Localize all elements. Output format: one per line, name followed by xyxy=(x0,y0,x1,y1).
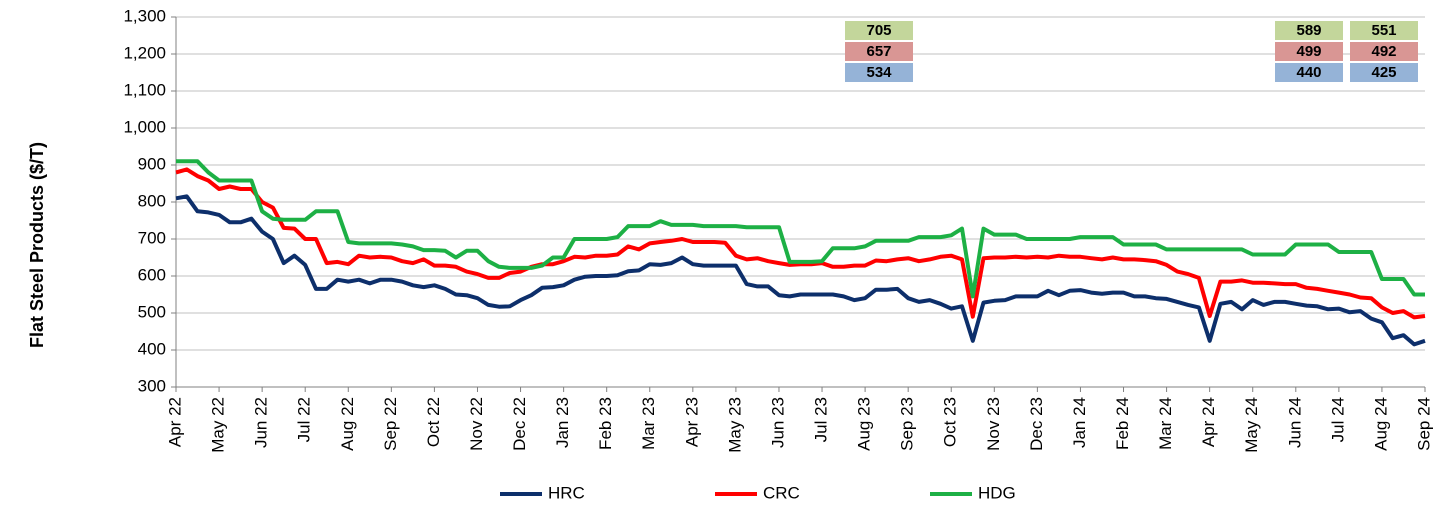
y-tick-label: 900 xyxy=(138,154,166,173)
annotation-label: 492 xyxy=(1371,43,1396,60)
x-tick-label: Nov 23 xyxy=(984,397,1003,451)
annotation-box xyxy=(845,21,913,40)
annotation-box xyxy=(845,63,913,82)
x-tick-label: Jun 23 xyxy=(768,397,787,448)
legend-label: HDG xyxy=(978,483,1016,502)
legend-label: CRC xyxy=(763,483,800,502)
annotation-label: 657 xyxy=(866,43,891,60)
annotation-box xyxy=(845,42,913,61)
x-tick-label: Dec 23 xyxy=(1027,397,1046,451)
x-tick-label: Jan 24 xyxy=(1070,397,1089,448)
annotation-label: 440 xyxy=(1296,64,1321,81)
x-tick-label: Oct 23 xyxy=(941,397,960,447)
y-tick-label: 1,200 xyxy=(123,43,166,62)
x-tick-label: Feb 24 xyxy=(1113,397,1132,450)
y-tick-label: 700 xyxy=(138,228,166,247)
x-tick-label: Sep 24 xyxy=(1414,397,1433,451)
y-tick-label: 500 xyxy=(138,302,166,321)
annotation-label: 705 xyxy=(866,22,891,39)
legend-label: HRC xyxy=(548,483,585,502)
x-tick-label: Jun 22 xyxy=(252,397,271,448)
x-tick-label: Apr 24 xyxy=(1199,397,1218,447)
y-axis-label: Flat Steel Products ($/T) xyxy=(27,142,47,348)
x-tick-label: Mar 23 xyxy=(639,397,658,450)
x-tick-label: Apr 22 xyxy=(165,397,184,447)
x-tick-label: Sep 22 xyxy=(381,397,400,451)
annotation-label: 589 xyxy=(1296,22,1321,39)
x-tick-label: Aug 24 xyxy=(1371,397,1390,451)
annotation-box xyxy=(1350,21,1418,40)
annotation-box xyxy=(1350,63,1418,82)
x-tick-label: May 24 xyxy=(1242,397,1261,453)
x-tick-label: Dec 22 xyxy=(510,397,529,451)
y-tick-label: 800 xyxy=(138,191,166,210)
x-tick-label: Aug 22 xyxy=(338,397,357,451)
annotation-label: 425 xyxy=(1371,64,1396,81)
x-tick-label: Jul 22 xyxy=(295,397,314,442)
y-tick-label: 1,300 xyxy=(123,6,166,25)
x-tick-label: Jul 24 xyxy=(1328,397,1347,442)
annotation-box xyxy=(1350,42,1418,61)
x-tick-label: Jan 23 xyxy=(553,397,572,448)
line-series xyxy=(175,194,1426,347)
annotation-box xyxy=(1275,42,1343,61)
x-tick-label: Sep 23 xyxy=(898,397,917,451)
y-tick-label: 600 xyxy=(138,265,166,284)
annotation-box xyxy=(1275,21,1343,40)
annotation-label: 499 xyxy=(1296,43,1321,60)
line-series xyxy=(176,159,1425,299)
x-tick-label: Mar 24 xyxy=(1156,397,1175,450)
annotation-label: 534 xyxy=(866,64,892,81)
x-tick-label: Jul 23 xyxy=(812,397,831,442)
annotation-box xyxy=(1275,63,1343,82)
x-tick-label: Aug 23 xyxy=(855,397,874,451)
x-tick-label: Oct 22 xyxy=(424,397,443,447)
x-tick-label: May 23 xyxy=(725,397,744,453)
annotation-label: 551 xyxy=(1371,22,1396,39)
x-tick-label: Feb 23 xyxy=(596,397,615,450)
x-tick-label: Jun 24 xyxy=(1285,397,1304,448)
y-tick-label: 1,100 xyxy=(123,80,166,99)
y-tick-label: 400 xyxy=(138,339,166,358)
x-tick-label: May 22 xyxy=(209,397,228,453)
x-tick-label: Apr 23 xyxy=(682,397,701,447)
line-series xyxy=(175,167,1426,320)
x-tick-label: Nov 22 xyxy=(467,397,486,451)
y-tick-label: 1,000 xyxy=(123,117,166,136)
y-tick-label: 300 xyxy=(138,376,166,395)
